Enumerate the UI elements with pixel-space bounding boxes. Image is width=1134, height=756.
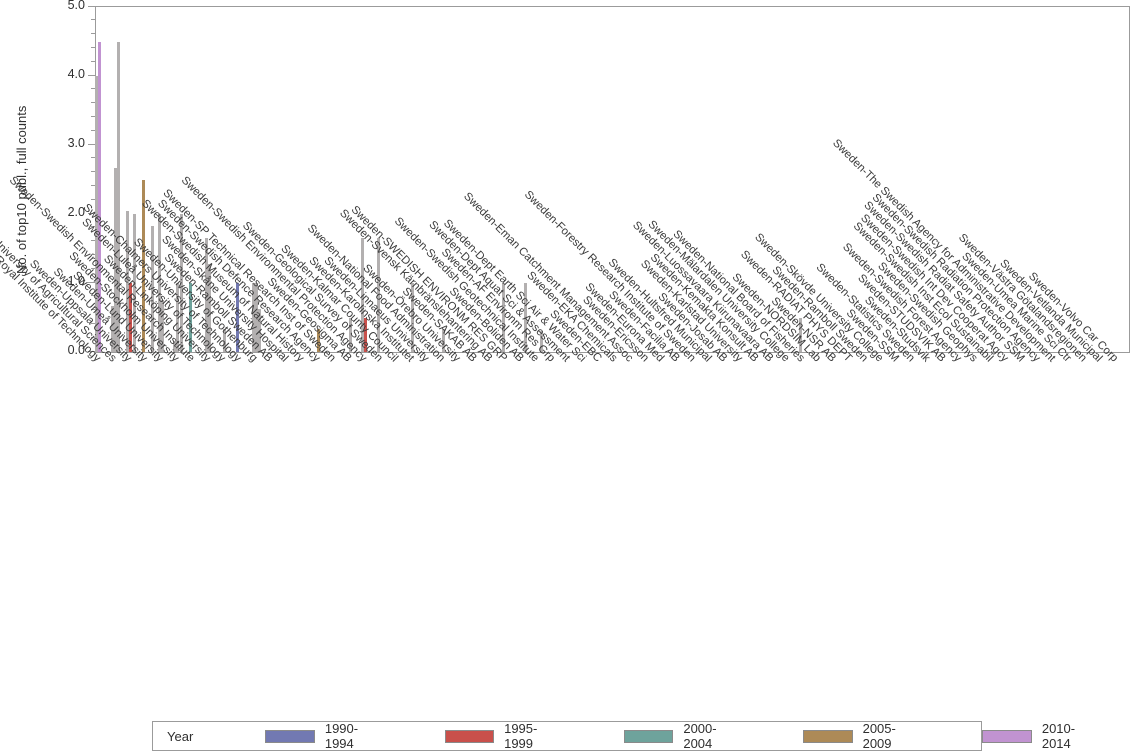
bar-1990-1994	[235, 283, 239, 352]
y-major-tick	[88, 143, 95, 145]
bar	[132, 214, 136, 352]
bar	[442, 329, 446, 352]
legend-label: 1990-1994	[324, 721, 359, 751]
legend-item: 1990-1994	[265, 721, 372, 751]
plot-area	[95, 6, 1130, 353]
bar-2005-2009	[141, 179, 145, 352]
legend-item: 1995-1999	[444, 721, 552, 751]
y-minor-tick	[91, 240, 95, 242]
bar	[160, 300, 164, 352]
legend-label: 2005-2009	[862, 721, 896, 751]
bar	[110, 305, 114, 352]
legend-item: 2005-2009	[803, 721, 910, 751]
bar-2000-2004	[188, 283, 192, 352]
y-minor-tick	[91, 267, 95, 269]
y-minor-tick	[91, 129, 95, 131]
legend-label: 2010-2014	[1041, 721, 1076, 751]
y-minor-tick	[91, 198, 95, 200]
y-major-tick	[88, 5, 95, 7]
bar	[223, 329, 227, 352]
y-major-tick	[88, 74, 95, 76]
y-major-tick	[88, 212, 95, 214]
legend-swatch	[623, 729, 674, 743]
bar	[348, 317, 352, 352]
y-minor-tick	[91, 60, 95, 62]
bar	[251, 283, 255, 352]
bar	[501, 283, 505, 352]
y-major-tick	[88, 281, 95, 283]
y-minor-tick	[91, 226, 95, 228]
y-minor-tick	[91, 46, 95, 48]
bar	[254, 283, 258, 352]
bar-1995-1999	[364, 317, 368, 352]
bar	[116, 41, 120, 352]
bar	[126, 210, 130, 352]
legend-title: Year	[167, 728, 194, 744]
bar	[95, 76, 98, 352]
legend-swatch	[444, 729, 495, 743]
bar	[113, 167, 117, 352]
bar-2005-2009	[317, 329, 321, 352]
y-minor-tick	[91, 184, 95, 186]
y-tick-label: 0.0	[67, 343, 85, 357]
bar	[173, 340, 177, 352]
bar	[361, 238, 365, 352]
y-minor-tick	[91, 115, 95, 117]
bar	[411, 283, 415, 352]
y-minor-tick	[91, 171, 95, 173]
y-minor-tick	[91, 19, 95, 21]
y-minor-tick	[91, 309, 95, 311]
legend-swatch	[265, 729, 315, 743]
bar	[204, 238, 208, 352]
bar	[179, 214, 183, 352]
bar	[539, 331, 543, 352]
y-tick-label: 4.0	[67, 67, 85, 81]
legend-label: 2000-2004	[683, 721, 717, 751]
bar	[157, 214, 161, 352]
y-minor-tick	[91, 102, 95, 104]
y-tick-label: 3.0	[67, 136, 85, 150]
y-tick-label: 1.0	[67, 274, 85, 288]
y-minor-tick	[91, 88, 95, 90]
y-minor-tick	[91, 33, 95, 35]
bar	[207, 264, 211, 352]
bar	[257, 308, 261, 352]
legend: Year 1990-1994 1995-1999 2000-2004 2005-200…	[152, 721, 1075, 751]
y-major-tick	[88, 350, 95, 352]
legend-swatch	[803, 729, 853, 743]
y-minor-tick	[91, 157, 95, 159]
legend-item: 2000-2004	[623, 721, 731, 751]
bar	[151, 226, 155, 352]
y-tick-label: 5.0	[67, 0, 85, 12]
bar-1995-1999	[129, 283, 133, 352]
y-minor-tick	[91, 253, 95, 255]
bar	[376, 238, 380, 352]
bar-2010-2014	[98, 41, 102, 352]
y-minor-tick	[91, 295, 95, 297]
bar	[176, 283, 180, 352]
legend-label: 1995-1999	[504, 721, 538, 751]
legend-item: 2010-2014	[982, 721, 1089, 751]
y-tick-label: 2.0	[67, 205, 85, 219]
legend-swatch	[982, 729, 1032, 743]
bar	[799, 317, 803, 352]
y-minor-tick	[91, 336, 95, 338]
bar	[523, 283, 527, 352]
y-minor-tick	[91, 322, 95, 324]
